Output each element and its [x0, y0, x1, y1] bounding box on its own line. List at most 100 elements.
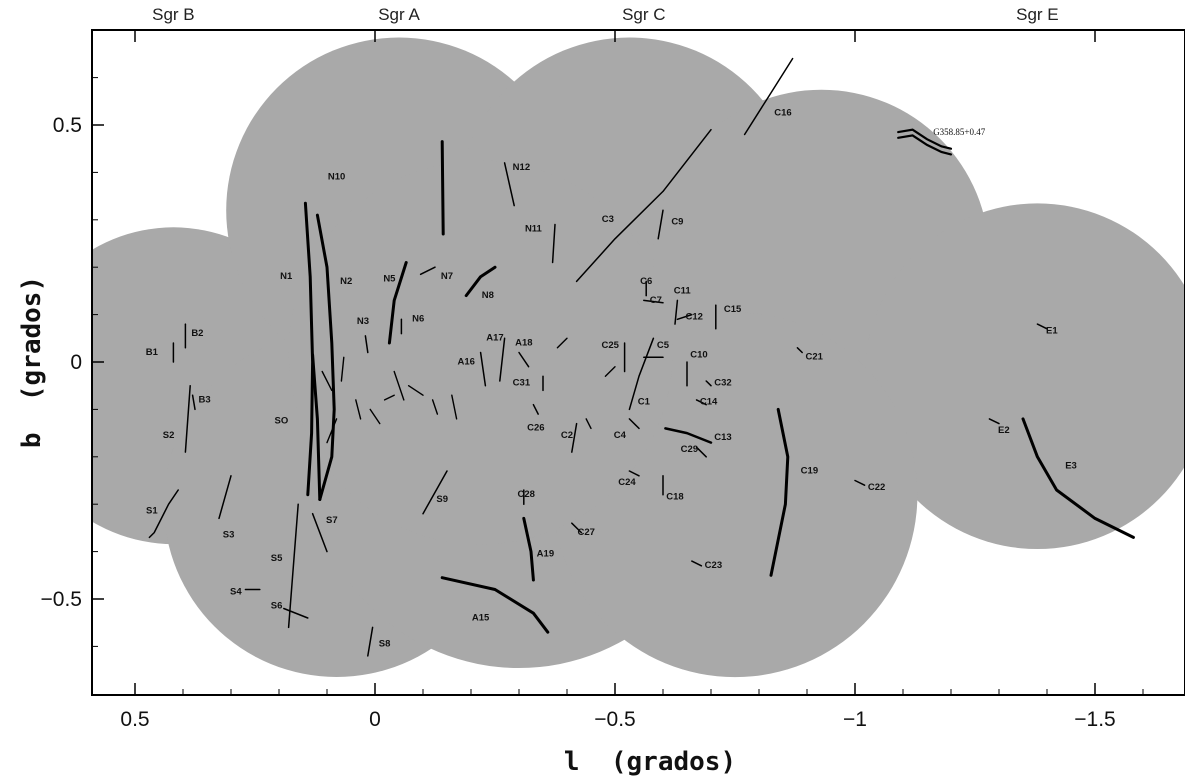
- filament-label-c24: C24: [618, 477, 636, 488]
- filament-s2: [184, 384, 191, 453]
- filament-label-n1: N1: [280, 271, 293, 282]
- filament-c9: [657, 209, 664, 240]
- filament-label-s9: S9: [436, 494, 448, 505]
- filament-b3: [191, 394, 196, 411]
- x-axis-ticks: 0.5 0 −0.5 −1 −1.5: [120, 30, 1144, 731]
- filament-label-s5: S5: [271, 553, 283, 564]
- filament-label-b1: B1: [146, 347, 159, 358]
- filament-c22: [854, 479, 866, 486]
- filament-label-s7: S7: [326, 515, 338, 526]
- filament-label-c21: C21: [805, 352, 823, 363]
- region-labels: Sgr B Sgr A Sgr C Sgr E: [152, 5, 1059, 24]
- filament-label-c13: C13: [714, 432, 731, 443]
- filament-label-c19: C19: [801, 465, 818, 476]
- y-tick-label: −0.5: [41, 588, 82, 611]
- filament-so: [311, 353, 322, 501]
- filament-label-s2: S2: [163, 430, 175, 441]
- filament-label-a18: A18: [515, 337, 532, 348]
- source-contour: [897, 128, 953, 150]
- filament-c7: [643, 299, 664, 304]
- filament-label-e3: E3: [1065, 461, 1077, 472]
- filament-e3: [1021, 417, 1135, 539]
- filament-label-c29: C29: [681, 444, 698, 455]
- filament-label-c26: C26: [527, 423, 544, 434]
- filament-c16: [743, 57, 794, 136]
- filament-s8: [367, 626, 374, 657]
- filament-label-c31: C31: [513, 378, 531, 389]
- filament-label-e2: E2: [998, 425, 1010, 436]
- x-tick-label: 0: [369, 708, 381, 731]
- filament-c11: [674, 299, 679, 325]
- filament-s9: [422, 470, 448, 515]
- unlabeled-filament: [556, 337, 568, 349]
- filament-n5: [387, 261, 408, 345]
- filament-label-c14: C14: [700, 397, 718, 408]
- filament-c21: [796, 347, 803, 354]
- filament-label-c9: C9: [671, 217, 683, 228]
- filament-c19: [769, 407, 790, 577]
- filament-c23: [691, 560, 703, 567]
- y-axis-label: b (grados): [17, 276, 47, 448]
- filament-s7: [311, 512, 328, 553]
- filaments: N1 N2 SO N3 N5 N6 N7 N8 N10 N12 N11 C3 C16 C9 C6 C7 C11 C…: [146, 57, 1135, 657]
- y-axis-ticks: 0.5 0 −0.5: [41, 77, 104, 647]
- filament-label-n5: N5: [383, 273, 396, 284]
- unlabeled-filaments: [321, 337, 616, 444]
- filament-label-c23: C23: [705, 560, 722, 571]
- filament-label-n2: N2: [340, 276, 352, 287]
- filament-label-c1: C1: [638, 397, 651, 408]
- filament-label-c7: C7: [650, 295, 662, 306]
- filament-c12: [676, 313, 693, 321]
- source-g358: G358.85+0.47: [897, 127, 986, 156]
- filament-n12: [503, 162, 515, 207]
- unlabeled-filament: [321, 370, 333, 392]
- x-axis-label: l (grados): [564, 747, 736, 777]
- filament-label-b2: B2: [191, 328, 203, 339]
- filament-a18: [518, 351, 530, 368]
- filament-label-n12: N12: [513, 162, 530, 173]
- filament-c29: [695, 446, 707, 458]
- filament-a15: [440, 576, 550, 634]
- filament-label-a15: A15: [472, 612, 490, 623]
- filament-s6: [283, 607, 309, 619]
- filament-label-n11: N11: [525, 224, 543, 235]
- filament-label-a16: A16: [457, 356, 474, 367]
- filament-n7: [419, 266, 436, 276]
- filament-label-n8: N8: [482, 290, 494, 301]
- filament-label-c4: C4: [614, 430, 627, 441]
- filament-label-c25: C25: [601, 340, 619, 351]
- filament-c26: [532, 403, 539, 415]
- unlabeled-filament: [355, 399, 362, 420]
- filament-e2: [988, 418, 1000, 425]
- filament-label-c2: C2: [561, 430, 573, 441]
- filament-s1: [148, 489, 179, 539]
- filament-c13: [664, 427, 713, 444]
- unlabeled-filament: [393, 370, 405, 401]
- filament-label-c27: C27: [577, 527, 594, 538]
- unlabeled-filament: [451, 394, 458, 420]
- unlabeled-filament: [431, 399, 439, 415]
- filament-e1: [1036, 323, 1048, 330]
- filament-label-s6: S6: [271, 600, 283, 611]
- x-tick-label: −1.5: [1074, 708, 1115, 731]
- region-label-sgr-c: Sgr C: [622, 5, 665, 24]
- region-label-sgr-a: Sgr A: [378, 5, 420, 24]
- filament-c4: [628, 418, 640, 430]
- filament-c3: [575, 128, 712, 283]
- filament-label-b3: B3: [199, 394, 211, 405]
- filament-label-c22: C22: [868, 482, 885, 493]
- filament-c14: [695, 399, 707, 406]
- filament-a16: [479, 351, 487, 387]
- filament-label-n10: N10: [328, 172, 345, 183]
- region-label-sgr-b: Sgr B: [152, 5, 195, 24]
- filament-n8: [464, 265, 497, 298]
- filament-label-c11: C11: [674, 285, 692, 296]
- filament-label-c3: C3: [602, 214, 614, 225]
- filament-label-n6: N6: [412, 314, 424, 325]
- filament-s3: [218, 475, 232, 520]
- source-label: G358.85+0.47: [933, 127, 986, 137]
- y-tick-label: 0.5: [53, 114, 82, 137]
- unlabeled-filament: [383, 394, 395, 401]
- y-tick-label: 0: [70, 351, 82, 374]
- plot-area: N1 N2 SO N3 N5 N6 N7 N8 N10 N12 N11 C3 C16 C9 C6 C7 C11 C…: [92, 37, 1185, 678]
